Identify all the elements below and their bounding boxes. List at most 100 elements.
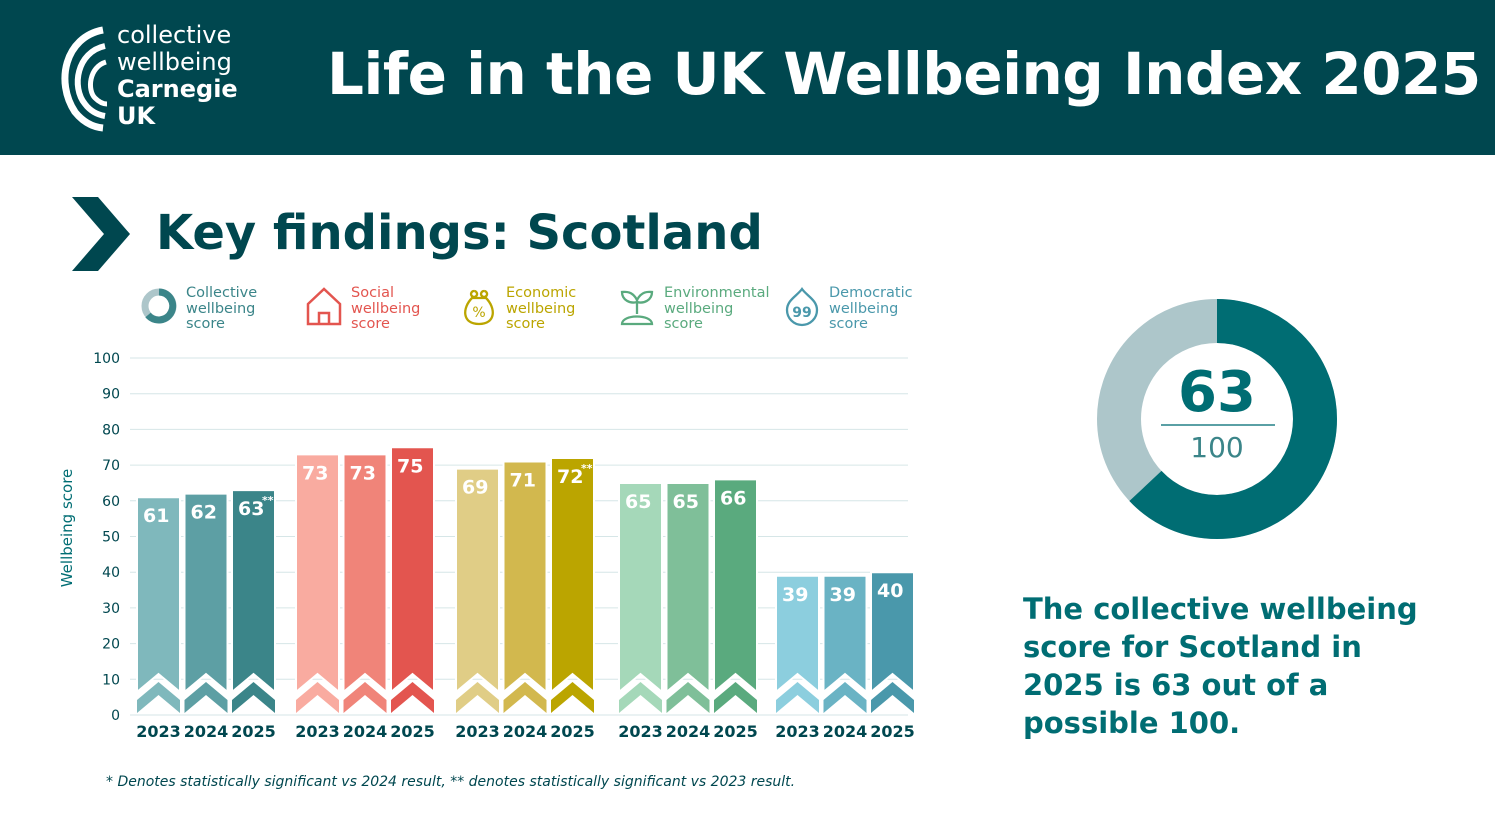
x-tick-label: 2024 bbox=[666, 722, 711, 741]
legend-line: wellbeing bbox=[829, 300, 899, 317]
bar bbox=[183, 492, 229, 695]
bar bbox=[822, 574, 868, 695]
house-icon bbox=[306, 287, 342, 326]
logo-line: UK bbox=[117, 102, 156, 130]
bar-chevron bbox=[232, 682, 275, 713]
legend-label: Economic wellbeing score bbox=[506, 285, 577, 333]
bar-chevron bbox=[666, 682, 710, 713]
y-tick-label: 10 bbox=[102, 672, 120, 688]
bar bbox=[665, 481, 711, 695]
footnote: * Denotes statistically significant vs 2… bbox=[106, 774, 796, 790]
x-tick-label: 2024 bbox=[503, 722, 548, 741]
legend-item: % Economic wellbeing score bbox=[460, 285, 577, 333]
bar-value-label: 72 bbox=[557, 466, 583, 488]
significance-mark: ** bbox=[262, 494, 274, 507]
x-tick-label: 2024 bbox=[343, 722, 388, 741]
bar bbox=[295, 453, 340, 695]
x-tick-label: 2023 bbox=[618, 722, 663, 741]
y-axis-label: Wellbeing score bbox=[58, 469, 76, 588]
bar-value-label: 69 bbox=[462, 477, 488, 499]
bar-value-label: 73 bbox=[350, 462, 376, 484]
bar-value-label: 75 bbox=[397, 455, 423, 477]
bar-value-label: 40 bbox=[877, 580, 903, 602]
legend-line: score bbox=[829, 316, 868, 332]
bar-value-label: 39 bbox=[782, 584, 808, 606]
bar bbox=[390, 446, 435, 695]
legend-line: Social bbox=[351, 285, 394, 301]
legend-label: Democratic wellbeing score bbox=[829, 285, 913, 333]
money-bag-icon: % bbox=[464, 289, 494, 326]
x-tick-label: 2025 bbox=[231, 722, 276, 741]
section-title: Key findings: Scotland bbox=[156, 205, 763, 261]
legend-line: score bbox=[186, 316, 225, 332]
y-tick-label: 80 bbox=[102, 422, 120, 438]
significance-mark: ** bbox=[581, 462, 593, 475]
legend-line: score bbox=[351, 316, 390, 332]
speech-drop-icon: 99 bbox=[785, 287, 819, 327]
y-tick-label: 20 bbox=[102, 637, 120, 653]
bar-value-label: 62 bbox=[191, 502, 217, 524]
donut-icon bbox=[141, 288, 177, 324]
y-tick-label: 60 bbox=[102, 494, 120, 510]
logo-line: wellbeing bbox=[117, 48, 232, 76]
chevron-right-icon bbox=[72, 197, 130, 271]
bar-value-label: 61 bbox=[143, 505, 169, 527]
bar-chevron bbox=[619, 682, 662, 713]
x-tick-label: 2025 bbox=[390, 722, 435, 741]
page-title: Life in the UK Wellbeing Index 2025 bbox=[327, 40, 1481, 108]
legend-line: Collective bbox=[186, 285, 258, 301]
bar-chevron bbox=[823, 682, 867, 713]
legend-line: wellbeing bbox=[351, 300, 421, 317]
x-tick-label: 2025 bbox=[550, 722, 595, 741]
bar-value-label: 65 bbox=[673, 491, 699, 513]
y-tick-label: 0 bbox=[111, 708, 120, 724]
logo-text: collective wellbeing Carnegie UK bbox=[117, 22, 238, 130]
bar-value-label: 39 bbox=[830, 584, 856, 606]
bar bbox=[502, 460, 548, 695]
collective-score-donut: 63 100 bbox=[1097, 299, 1337, 539]
y-tick-label: 50 bbox=[102, 530, 120, 546]
bar-chevron bbox=[184, 682, 228, 713]
legend-item: Environmental wellbeing score bbox=[618, 285, 770, 333]
bar-chevron bbox=[456, 682, 499, 713]
bar-value-label: 66 bbox=[720, 487, 746, 509]
x-tick-label: 2025 bbox=[713, 722, 758, 741]
bar bbox=[713, 478, 758, 695]
y-tick-label: 90 bbox=[102, 387, 120, 403]
bar bbox=[870, 571, 915, 695]
sprout-icon bbox=[620, 290, 654, 326]
bar-value-label: 65 bbox=[625, 491, 651, 513]
bar bbox=[455, 467, 500, 695]
legend-item: Collective wellbeing score bbox=[140, 285, 258, 333]
logo-line: Carnegie bbox=[117, 75, 238, 103]
legend-line: Environmental bbox=[664, 285, 770, 301]
bar-chevron bbox=[871, 682, 914, 713]
bar-value-label: 71 bbox=[510, 470, 536, 492]
x-tick-label: 2023 bbox=[295, 722, 340, 741]
bar-chevron bbox=[343, 682, 387, 713]
legend-line: wellbeing bbox=[186, 300, 256, 317]
donut-max: 100 bbox=[1190, 431, 1243, 464]
carnegie-logo-icon bbox=[61, 26, 108, 132]
bar bbox=[342, 453, 388, 695]
bar-chevron bbox=[296, 682, 339, 713]
x-tick-label: 2025 bbox=[870, 722, 915, 741]
x-tick-label: 2024 bbox=[823, 722, 868, 741]
legend-label: Collective wellbeing score bbox=[186, 285, 258, 333]
legend-line: Economic bbox=[506, 285, 577, 301]
legend-label: Environmental wellbeing score bbox=[664, 285, 770, 333]
logo-line: collective bbox=[117, 21, 232, 49]
x-tick-label: 2023 bbox=[455, 722, 500, 741]
header: collective wellbeing Carnegie UK Life in… bbox=[0, 0, 1495, 155]
bar-chevron bbox=[714, 682, 757, 713]
legend-line: wellbeing bbox=[664, 300, 734, 317]
y-tick-label: 100 bbox=[93, 351, 120, 367]
bar-value-label: 73 bbox=[302, 462, 328, 484]
donut-fill bbox=[1097, 299, 1337, 539]
bar-chevron bbox=[137, 682, 180, 713]
legend-item: Social wellbeing score bbox=[305, 285, 421, 333]
legend-line: score bbox=[506, 316, 545, 332]
bar bbox=[618, 481, 663, 695]
summary-caption: The collective wellbeing score for Scotl… bbox=[1023, 592, 1418, 740]
donut-value: 63 bbox=[1178, 360, 1256, 425]
